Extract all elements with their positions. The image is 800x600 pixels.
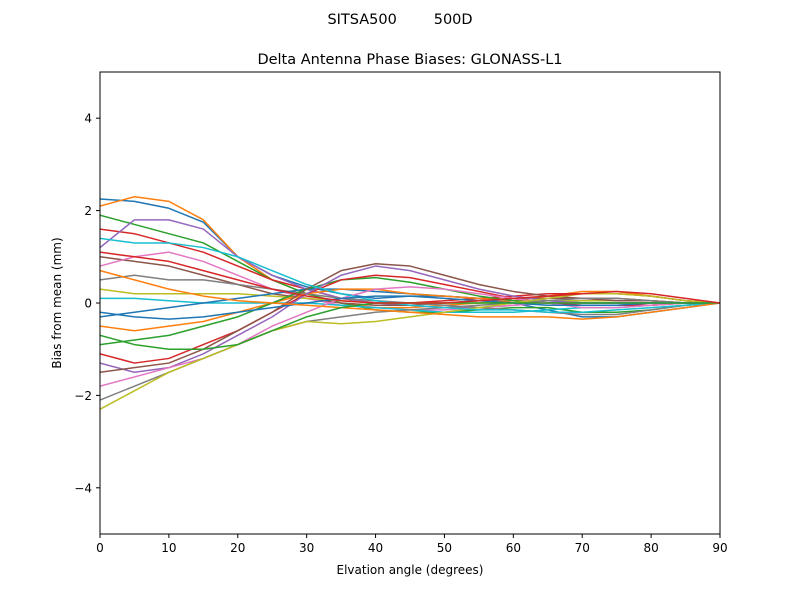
x-tick-label: 40 (368, 541, 383, 555)
series-line-19 (100, 293, 720, 410)
y-axis: −4 −2 0 2 4 (74, 112, 100, 495)
x-tick-label: 60 (506, 541, 521, 555)
x-tick-label: 50 (437, 541, 452, 555)
y-tick-label: −2 (74, 389, 92, 403)
series-line-20 (100, 237, 720, 313)
x-tick-label: 70 (575, 541, 590, 555)
y-axis-label: Bias from mean (mm) (50, 237, 64, 368)
x-axis: 0 10 20 30 40 50 60 70 80 90 (96, 534, 728, 555)
x-tick-label: 90 (712, 541, 727, 555)
x-axis-label: Elvation angle (degrees) (337, 563, 484, 577)
series-line-22 (100, 269, 720, 320)
x-tick-label: 20 (230, 541, 245, 555)
x-tick-label: 80 (643, 541, 658, 555)
chart-title: Delta Antenna Phase Biases: GLONASS-L1 (257, 52, 562, 68)
y-tick-label: −4 (74, 481, 92, 495)
y-tick-label: 0 (84, 297, 92, 311)
x-tick-label: 30 (299, 541, 314, 555)
series-line-24 (100, 251, 720, 304)
y-tick-label: 2 (84, 204, 92, 218)
x-tick-label: 0 (96, 541, 104, 555)
y-tick-label: 4 (84, 112, 92, 126)
series-layer (100, 195, 720, 410)
series-line-21 (100, 295, 720, 320)
x-tick-label: 10 (161, 541, 176, 555)
figure-suptitle: SITSA500 500D (327, 12, 472, 28)
